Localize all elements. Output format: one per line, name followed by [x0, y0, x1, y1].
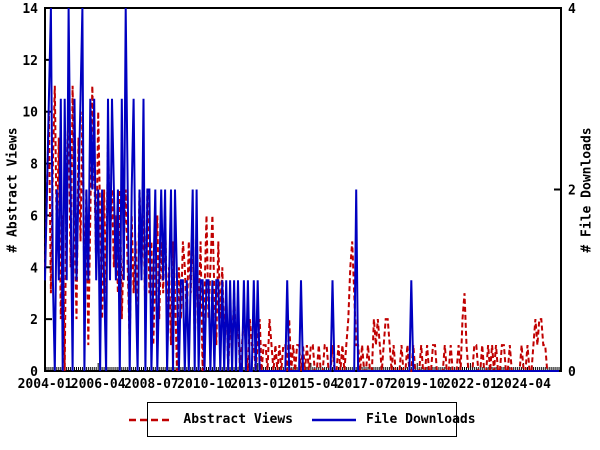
tick-label: 2008-07 — [124, 377, 179, 392]
tick-label: 2017-07 — [337, 377, 392, 392]
tick-label: 0 — [30, 365, 38, 380]
tick-label: 4 — [30, 261, 38, 276]
tick-label: 6 — [30, 209, 38, 224]
abstract-views-line-sample — [129, 418, 174, 421]
tick-label: 10 — [22, 106, 38, 121]
tick-label: 2019-10 — [390, 377, 445, 392]
left-axis-title: # Abstract Views — [5, 127, 21, 253]
tick-label: 2013-01 — [230, 377, 285, 392]
tick-label: 14 — [22, 2, 38, 17]
legend-item-abstract-views: Abstract Views — [128, 412, 293, 427]
tick-label: 4 — [568, 2, 576, 17]
tick-label: 2 — [30, 313, 38, 328]
tick-label: 2004-01 — [18, 377, 73, 392]
tick-label: 2006-04 — [71, 377, 126, 392]
file-downloads-line — [44, 7, 559, 372]
tick-label: 12 — [22, 54, 38, 69]
legend-label-file-downloads: File Downloads — [366, 412, 476, 427]
right-axis-title: # File Downloads — [579, 127, 595, 253]
tick-label: 2010-10 — [177, 377, 232, 392]
legend-item-file-downloads: File Downloads — [311, 412, 476, 427]
tick-label: 2022-01 — [443, 377, 498, 392]
legend-label-abstract-views: Abstract Views — [183, 412, 293, 427]
tick-label: 2015-04 — [283, 377, 338, 392]
tick-label: 8 — [30, 158, 38, 173]
tick-label: 0 — [568, 365, 576, 380]
file-downloads-line-sample — [312, 418, 356, 421]
tick-label: 2 — [568, 184, 576, 199]
tick-label: 2024-04 — [496, 377, 551, 392]
legend-box: Abstract Views File Downloads — [129, 402, 476, 437]
